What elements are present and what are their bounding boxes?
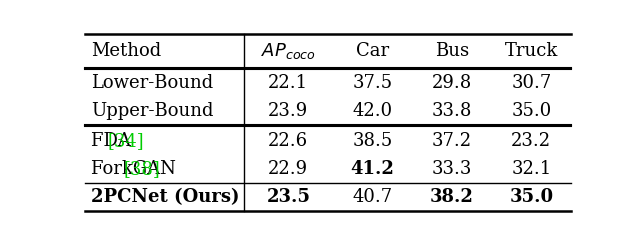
Text: 35.0: 35.0 bbox=[511, 102, 552, 120]
Text: 32.1: 32.1 bbox=[511, 160, 552, 178]
Text: 33.3: 33.3 bbox=[432, 160, 472, 178]
Text: 2PCNet (Ours): 2PCNet (Ours) bbox=[91, 188, 239, 206]
Text: 30.7: 30.7 bbox=[511, 74, 552, 92]
Text: 38.2: 38.2 bbox=[430, 188, 474, 206]
Text: 42.0: 42.0 bbox=[353, 102, 393, 120]
Text: Upper-Bound: Upper-Bound bbox=[91, 102, 213, 120]
Text: Lower-Bound: Lower-Bound bbox=[91, 74, 213, 92]
Text: [38]: [38] bbox=[124, 160, 160, 178]
Text: 23.2: 23.2 bbox=[511, 132, 552, 150]
Text: 22.9: 22.9 bbox=[268, 160, 308, 178]
Text: ForkGAN: ForkGAN bbox=[91, 160, 182, 178]
Text: 41.2: 41.2 bbox=[351, 160, 395, 178]
Text: 33.8: 33.8 bbox=[432, 102, 472, 120]
Text: Car: Car bbox=[356, 42, 389, 60]
Text: 40.7: 40.7 bbox=[353, 188, 393, 206]
Text: $AP_{coco}$: $AP_{coco}$ bbox=[261, 41, 316, 61]
Text: [34]: [34] bbox=[107, 132, 144, 150]
Text: FDA: FDA bbox=[91, 132, 136, 150]
Text: 22.1: 22.1 bbox=[268, 74, 308, 92]
Text: 35.0: 35.0 bbox=[509, 188, 554, 206]
Text: 22.6: 22.6 bbox=[268, 132, 308, 150]
Text: Method: Method bbox=[91, 42, 161, 60]
Text: 29.8: 29.8 bbox=[432, 74, 472, 92]
Text: 37.5: 37.5 bbox=[353, 74, 393, 92]
Text: 23.9: 23.9 bbox=[268, 102, 308, 120]
Text: 23.5: 23.5 bbox=[266, 188, 310, 206]
Text: Truck: Truck bbox=[505, 42, 558, 60]
Text: 38.5: 38.5 bbox=[353, 132, 393, 150]
Text: Bus: Bus bbox=[435, 42, 469, 60]
Text: 37.2: 37.2 bbox=[432, 132, 472, 150]
